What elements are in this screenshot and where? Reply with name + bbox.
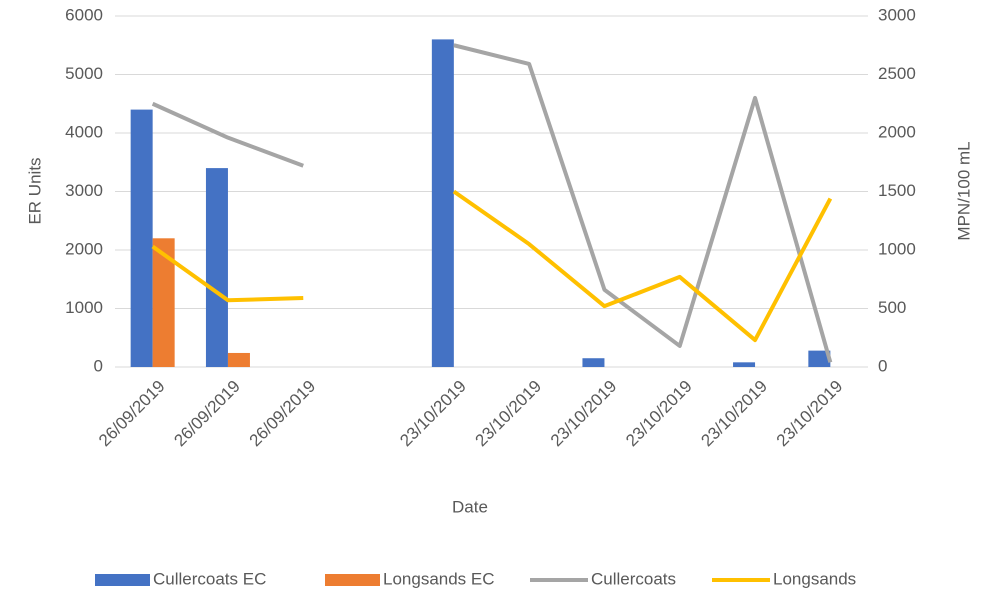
x-tick-label: 23/10/2019 [697,377,771,451]
bar [152,238,175,367]
bar [431,39,454,368]
y-tick-label: 0 [94,356,103,375]
bar [733,362,756,367]
legend-swatch [95,574,150,586]
x-tick-label: 26/09/2019 [95,377,169,451]
y2-tick-label: 1500 [878,181,916,200]
x-tick-label: 23/10/2019 [547,377,621,451]
y-tick-label: 6000 [65,5,103,24]
y-tick-label: 3000 [65,181,103,200]
legend-swatch [325,574,380,586]
y2-tick-label: 3000 [878,5,916,24]
legend-label: Longsands EC [383,569,495,588]
bar [227,352,250,367]
bar [582,358,605,367]
y2-axis-title: MPN/100 mL [954,141,973,240]
y-tick-label: 1000 [65,298,103,317]
x-tick-label: 23/10/2019 [396,377,470,451]
x-tick-label: 23/10/2019 [472,377,546,451]
y2-tick-label: 2500 [878,64,916,83]
legend-label: Cullercoats [591,569,676,588]
x-tick-label: 23/10/2019 [622,377,696,451]
y-tick-label: 2000 [65,239,103,258]
line-series [151,189,833,343]
y-axis-title: ER Units [25,157,44,224]
y-tick-label: 4000 [65,122,103,141]
legend-label: Longsands [773,569,856,588]
y2-tick-label: 2000 [878,122,916,141]
bar [205,168,228,367]
x-tick-label: 23/10/2019 [773,377,847,451]
y2-tick-label: 500 [878,298,906,317]
x-tick-label: 26/09/2019 [246,377,320,451]
bar [130,109,153,367]
x-tick-label: 26/09/2019 [170,377,244,451]
legend-label: Cullercoats EC [153,569,266,588]
x-axis-title: Date [452,497,488,516]
y-tick-label: 5000 [65,64,103,83]
bar [808,350,831,367]
y2-tick-label: 0 [878,356,887,375]
y2-tick-label: 1000 [878,239,916,258]
line-series [151,43,833,363]
